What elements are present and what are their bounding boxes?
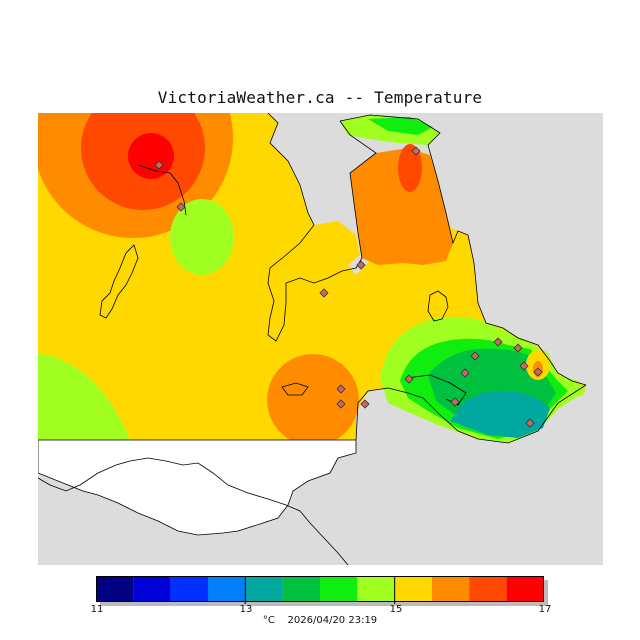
island-south	[281, 382, 309, 396]
legend-tick-label: 17	[538, 604, 552, 615]
legend-swatch	[469, 576, 507, 602]
legend-tick-label: 15	[389, 604, 403, 615]
coastline-peninsula	[339, 114, 587, 386]
legend-unit: °C	[262, 615, 275, 626]
station-marker	[154, 160, 164, 170]
legend-colorbar	[96, 576, 548, 606]
cool-zone-north	[170, 199, 234, 275]
coldest-zone-southeast	[450, 390, 550, 438]
cool-zone-southwest	[38, 353, 130, 440]
station-marker	[360, 399, 370, 409]
legend-swatch	[96, 576, 134, 602]
station-marker	[404, 374, 414, 384]
legend-footer: °C 2026/04/20 23:19	[0, 615, 640, 626]
warm-zone-south	[267, 354, 359, 446]
temperature-map[interactable]	[33, 38, 603, 566]
legend-timestamp: 2026/04/20 23:19	[287, 615, 378, 626]
station-marker	[336, 399, 346, 409]
map-title: VictoriaWeather.ca -- Temperature	[157, 88, 483, 107]
hot-zone-saanich	[398, 144, 422, 192]
station-marker	[525, 418, 535, 428]
station-marker	[336, 384, 346, 394]
station-marker	[450, 397, 460, 407]
legend-tick-label: 13	[239, 604, 253, 615]
station-marker	[460, 368, 470, 378]
island-east	[427, 290, 449, 322]
inlet-line	[137, 164, 187, 216]
southern-shoreline	[37, 457, 349, 566]
legend-tick-label: 11	[90, 604, 104, 615]
station-marker	[470, 351, 480, 361]
legend-border	[96, 576, 544, 602]
legend-swatch	[432, 576, 470, 602]
legend-swatch	[133, 576, 171, 602]
station-marker	[533, 367, 543, 377]
station-marker	[519, 361, 529, 371]
legend-swatch	[320, 576, 358, 602]
island-west	[99, 244, 139, 319]
legend-swatch	[282, 576, 320, 602]
station-markers	[154, 146, 543, 428]
coastline-south	[355, 384, 587, 444]
temperature-legend	[96, 576, 554, 626]
legend-swatch	[208, 576, 246, 602]
olympic-peninsula-land	[37, 439, 357, 536]
station-marker	[176, 202, 186, 212]
coastline-east	[267, 112, 377, 342]
legend-swatch	[170, 576, 208, 602]
station-marker	[356, 260, 366, 270]
legend-swatch	[506, 576, 544, 602]
station-marker	[319, 288, 329, 298]
legend-swatch	[394, 576, 432, 602]
warm-zone-saanich	[350, 148, 453, 265]
legend-swatch	[357, 576, 395, 602]
station-marker	[493, 337, 503, 347]
station-marker	[411, 146, 421, 156]
station-marker	[513, 343, 523, 353]
cooler-zone-peninsula-tip	[368, 117, 433, 135]
legend-swatch	[245, 576, 283, 602]
hottest-zone-northwest	[128, 133, 174, 179]
